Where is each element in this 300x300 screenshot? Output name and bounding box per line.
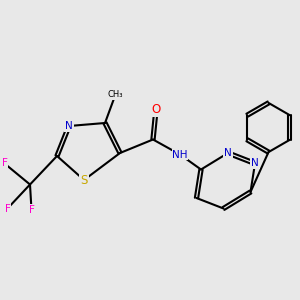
Text: F: F	[2, 158, 8, 169]
Text: S: S	[80, 173, 88, 187]
Text: NH: NH	[172, 149, 188, 160]
Text: N: N	[251, 158, 259, 169]
Text: CH₃: CH₃	[108, 90, 123, 99]
Text: N: N	[224, 148, 232, 158]
Text: F: F	[28, 205, 34, 215]
Text: F: F	[4, 203, 10, 214]
Text: O: O	[152, 103, 160, 116]
Text: N: N	[65, 121, 73, 131]
